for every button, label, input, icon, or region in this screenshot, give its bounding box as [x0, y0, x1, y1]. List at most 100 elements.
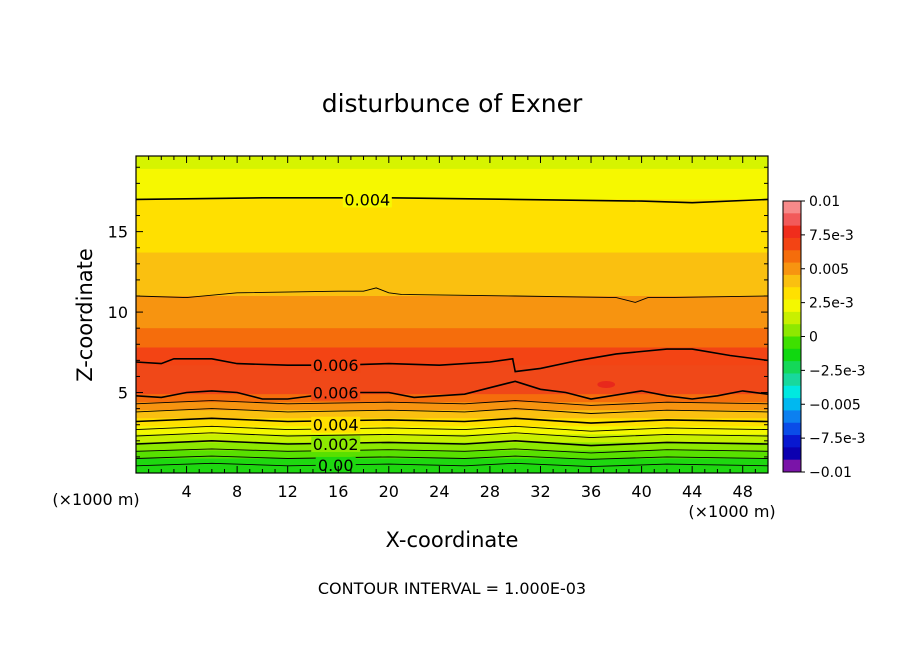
x-tick-label-16: 16: [328, 482, 348, 501]
x-tick-label-28: 28: [480, 482, 500, 501]
colorbar-segment-8: [783, 299, 801, 313]
y-axis-label: Z-coordinate: [73, 248, 97, 382]
filled-contour-bands: [136, 156, 768, 473]
contour-line-3: [136, 380, 768, 400]
x-tick-label-44: 44: [682, 482, 702, 501]
contour-label-bg-0: [342, 191, 392, 208]
colorbar-segment-10: [783, 324, 801, 337]
colorbar-segment-21: [783, 459, 801, 473]
x-tick-label-32: 32: [530, 482, 550, 501]
colorbar-segment-7: [783, 287, 801, 301]
contour-label-3: 0.004: [313, 416, 359, 435]
colorbar-segment-15: [783, 385, 801, 399]
field-band-1: [136, 168, 768, 201]
contour-line-9: [136, 439, 768, 447]
contour-label-bg-5: [315, 456, 356, 473]
colorbar-tick-label-4: 0: [809, 330, 818, 346]
colorbar-segment-20: [783, 447, 801, 461]
colorbar-segment-12: [783, 348, 801, 362]
colorbar-segment-16: [783, 398, 801, 411]
x-unit-right: (×1000 m): [688, 502, 775, 521]
contour-line-11: [136, 455, 768, 460]
x-axis: 4 8 12 16 20 24 28 32 36 40 44 48: [148, 156, 756, 501]
field-band-11: [136, 418, 768, 427]
contour-line-6: [136, 417, 768, 424]
contour-line-7: [136, 425, 768, 432]
colorbar-segment-0: [783, 201, 801, 214]
colorbar-segment-11: [783, 336, 801, 350]
field-band-14: [136, 442, 768, 452]
colorbar-tick-label-7: −7.5e-3: [809, 431, 866, 447]
contour-line-10: [136, 448, 768, 454]
contour-label-5: 0.00: [318, 456, 354, 475]
colorbar-segment-6: [783, 274, 801, 288]
x-tick-label-40: 40: [631, 482, 651, 501]
contour-label-bg-4: [311, 436, 361, 453]
contour-line-8: [136, 432, 768, 439]
contour-label-bg-3: [311, 416, 361, 433]
y-tick-label-15: 15: [108, 223, 128, 242]
colorbar-tick-label-3: 2.5e-3: [809, 296, 854, 312]
colorbar-tick-label-1: 7.5e-3: [809, 228, 854, 244]
field-band-3: [136, 252, 768, 297]
colorbar-tick-label-0: 0.01: [809, 194, 840, 210]
contour-label-1: 0.006: [313, 356, 359, 375]
x-tick-label-20: 20: [379, 482, 399, 501]
y-tick-label-10: 10: [108, 303, 128, 322]
contour-label-bg-2: [311, 384, 361, 401]
colorbar-tick-label-2: 0.005: [809, 262, 849, 278]
field-band-5: [136, 328, 768, 349]
contour-line-4: [136, 400, 768, 406]
field-band-13: [136, 434, 768, 444]
colorbar-segment-18: [783, 422, 801, 436]
field-band-8: [136, 394, 768, 403]
y-axis: 5 10 15: [108, 166, 768, 458]
colorbar-segment-19: [783, 435, 801, 448]
contour-line-1: [136, 287, 768, 303]
field-band-0: [136, 156, 768, 170]
colorbar-segment-9: [783, 311, 801, 325]
contour-line-12: [136, 462, 768, 468]
x-tick-label-24: 24: [429, 482, 449, 501]
colorbar-segment-2: [783, 225, 801, 239]
field-band-6: [136, 347, 768, 366]
colorbar: 0.01 7.5e-3 0.005 2.5e-3 0 −2.5e-3 −0.005 −7.5e…: [782, 194, 866, 481]
contour-label-4: 0.002: [313, 435, 359, 454]
colorbar-tick-label-6: −0.005: [809, 397, 861, 413]
colorbar-segment-14: [783, 373, 801, 387]
x-tick-label-8: 8: [232, 482, 242, 501]
x-tick-label-4: 4: [181, 482, 191, 501]
x-tick-label-12: 12: [278, 482, 298, 501]
colorbar-segment-3: [783, 237, 801, 251]
field-band-2: [136, 199, 768, 254]
y-tick-label-5: 5: [118, 384, 128, 403]
x-unit-left: (×1000 m): [52, 490, 139, 509]
contour-lines: [136, 197, 768, 468]
contour-line-5: [136, 408, 768, 414]
contour-label-bg-1: [311, 357, 361, 374]
x-axis-label: X-coordinate: [386, 528, 519, 552]
x-tick-label-48: 48: [733, 482, 753, 501]
contour-label-2: 0.006: [313, 384, 359, 403]
chart-title: disturbunce of Exner: [322, 89, 583, 118]
colorbar-segment-13: [783, 361, 801, 374]
contour-line-2: [136, 348, 768, 373]
x-tick-label-36: 36: [581, 482, 601, 501]
field-band-7: [136, 365, 768, 395]
contour-label-0: 0.004: [344, 190, 390, 209]
highlight-spot: [597, 380, 616, 389]
colorbar-segment-4: [783, 250, 801, 264]
field-band-9: [136, 402, 768, 411]
contour-interval-footer: CONTOUR INTERVAL = 1.000E-03: [318, 579, 586, 598]
colorbar-tick-label-5: −2.5e-3: [809, 363, 866, 379]
colorbar-segment-17: [783, 410, 801, 424]
field-band-10: [136, 410, 768, 419]
colorbar-tick-label-8: −0.01: [809, 465, 852, 481]
field-band-15: [136, 450, 768, 460]
colorbar-segment-1: [783, 213, 801, 227]
contour-line-0: [136, 197, 768, 204]
field-band-12: [136, 426, 768, 435]
colorbar-segment-5: [783, 262, 801, 276]
